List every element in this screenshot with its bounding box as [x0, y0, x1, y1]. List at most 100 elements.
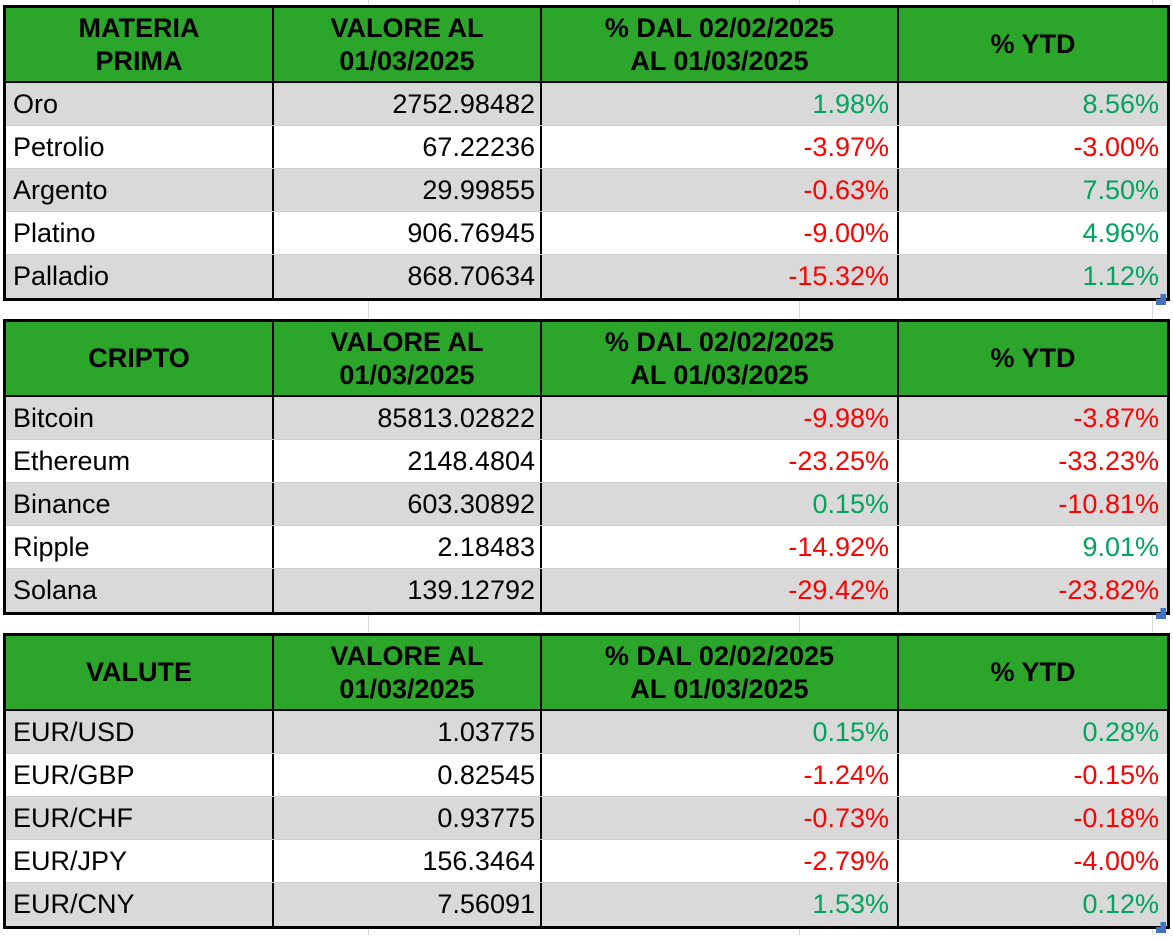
cell-pct-period[interactable]: -2.79%: [542, 840, 899, 882]
cell-pct-period[interactable]: 1.53%: [542, 883, 899, 926]
cell-pct-period[interactable]: -29.42%: [542, 569, 899, 612]
cell-pct-ytd[interactable]: 4.96%: [1082, 217, 1159, 248]
header-cell-value[interactable]: VALORE AL 01/03/2025: [274, 322, 542, 395]
header-cell-ytd[interactable]: % YTD: [990, 29, 1076, 59]
sheet-margin-bottom: [0, 929, 1173, 935]
header-cell-ytd[interactable]: % YTD: [990, 343, 1076, 373]
cell-value[interactable]: 85813.02822: [274, 397, 542, 439]
cell-label[interactable]: Bitcoin: [6, 397, 274, 439]
table-row: EUR/CNY 7.56091 1.53% 0.12%: [6, 883, 1167, 926]
cell-label[interactable]: Solana: [6, 569, 274, 612]
cell-pct-period[interactable]: 0.15%: [542, 483, 899, 525]
cell-pct-period[interactable]: -9.98%: [542, 397, 899, 439]
sheet-gridline: [799, 615, 800, 633]
cell-value[interactable]: 29.99855: [274, 169, 542, 211]
table-resize-handle[interactable]: [1156, 294, 1166, 305]
cell-pct-ytd[interactable]: 7.50%: [1082, 174, 1159, 205]
cell-pct-ytd[interactable]: 0.28%: [1082, 716, 1159, 747]
table-row: EUR/GBP 0.82545 -1.24% -0.15%: [6, 754, 1167, 797]
header-cell-title[interactable]: CRIPTO: [6, 322, 274, 395]
cell-pct-period[interactable]: 0.15%: [542, 711, 899, 753]
table-header-row: MATERIA PRIMA VALORE AL 01/03/2025 % DAL…: [6, 8, 1167, 83]
cell-label[interactable]: Palladio: [6, 255, 274, 298]
cell-label[interactable]: Ripple: [6, 526, 274, 568]
cell-pct-period[interactable]: -23.25%: [542, 440, 899, 482]
header-cell-period[interactable]: % DAL 02/02/2025 AL 01/03/2025: [542, 8, 899, 81]
cell-label[interactable]: Binance: [6, 483, 274, 525]
cell-label[interactable]: EUR/GBP: [6, 754, 274, 796]
table-header-row: VALUTE VALORE AL 01/03/2025 % DAL 02/02/…: [6, 636, 1167, 711]
sheet-gridline: [1152, 301, 1153, 319]
cell-label[interactable]: Oro: [6, 83, 274, 125]
cell-value[interactable]: 0.93775: [274, 797, 542, 839]
header-cell-value[interactable]: VALORE AL 01/03/2025: [274, 8, 542, 81]
cell-label[interactable]: Argento: [6, 169, 274, 211]
cell-pct-period[interactable]: -3.97%: [542, 126, 899, 168]
header-cell-title[interactable]: VALUTE: [6, 636, 274, 709]
cell-value[interactable]: 0.82545: [274, 754, 542, 796]
cell-label[interactable]: EUR/JPY: [6, 840, 274, 882]
cell-pct-ytd[interactable]: -3.87%: [1073, 402, 1159, 433]
cell-value[interactable]: 156.3464: [274, 840, 542, 882]
cell-pct-ytd[interactable]: 1.12%: [1082, 261, 1159, 291]
cell-pct-ytd[interactable]: -10.81%: [1058, 488, 1159, 519]
sheet-gridline: [1152, 929, 1153, 935]
table-row: Platino 906.76945 -9.00% 4.96%: [6, 212, 1167, 255]
cell-value[interactable]: 67.22236: [274, 126, 542, 168]
cell-label[interactable]: EUR/CHF: [6, 797, 274, 839]
cell-value[interactable]: 2752.98482: [274, 83, 542, 125]
table-row: EUR/JPY 156.3464 -2.79% -4.00%: [6, 840, 1167, 883]
sheet-gridline: [368, 301, 369, 319]
cell-value[interactable]: 139.12792: [274, 569, 542, 612]
sheet-gridline: [1152, 0, 1153, 5]
table-header-row: CRIPTO VALORE AL 01/03/2025 % DAL 02/02/…: [6, 322, 1167, 397]
cell-pct-ytd[interactable]: -0.18%: [1073, 802, 1159, 833]
cell-pct-period[interactable]: -15.32%: [542, 255, 899, 298]
sheet-gridline: [799, 301, 800, 319]
table-row: Bitcoin 85813.02822 -9.98% -3.87%: [6, 397, 1167, 440]
cell-pct-ytd[interactable]: -33.23%: [1058, 445, 1159, 476]
cell-pct-ytd[interactable]: -23.82%: [1058, 575, 1159, 605]
cell-value[interactable]: 1.03775: [274, 711, 542, 753]
cell-pct-ytd[interactable]: -3.00%: [1073, 131, 1159, 162]
sheet-gridline: [799, 929, 800, 935]
table-resize-handle[interactable]: [1156, 608, 1166, 619]
cell-value[interactable]: 868.70634: [274, 255, 542, 298]
header-cell-title[interactable]: MATERIA PRIMA: [6, 8, 274, 81]
cell-label[interactable]: EUR/CNY: [6, 883, 274, 926]
cell-pct-ytd[interactable]: 0.12%: [1082, 889, 1159, 919]
header-cell-value[interactable]: VALORE AL 01/03/2025: [274, 636, 542, 709]
cell-pct-ytd[interactable]: 8.56%: [1082, 88, 1159, 119]
cell-value[interactable]: 906.76945: [274, 212, 542, 254]
table-resize-handle[interactable]: [1156, 922, 1166, 933]
cell-label[interactable]: Petrolio: [6, 126, 274, 168]
cell-pct-ytd[interactable]: -0.15%: [1073, 759, 1159, 790]
cell-pct-ytd[interactable]: -4.00%: [1073, 845, 1159, 876]
cell-pct-period[interactable]: -14.92%: [542, 526, 899, 568]
cell-pct-ytd[interactable]: 9.01%: [1082, 531, 1159, 562]
table-row: Solana 139.12792 -29.42% -23.82%: [6, 569, 1167, 612]
table-row: EUR/CHF 0.93775 -0.73% -0.18%: [6, 797, 1167, 840]
cell-label[interactable]: Ethereum: [6, 440, 274, 482]
cell-value[interactable]: 7.56091: [274, 883, 542, 926]
cell-label[interactable]: EUR/USD: [6, 711, 274, 753]
table-cripto: CRIPTO VALORE AL 01/03/2025 % DAL 02/02/…: [3, 319, 1170, 619]
sheet-gridline: [799, 0, 800, 5]
cell-pct-period[interactable]: -0.73%: [542, 797, 899, 839]
cell-pct-period[interactable]: -0.63%: [542, 169, 899, 211]
cell-pct-period[interactable]: 1.98%: [542, 83, 899, 125]
cell-label[interactable]: Platino: [6, 212, 274, 254]
table-row: Binance 603.30892 0.15% -10.81%: [6, 483, 1167, 526]
table-row: Argento 29.99855 -0.63% 7.50%: [6, 169, 1167, 212]
cell-value[interactable]: 603.30892: [274, 483, 542, 525]
cell-value[interactable]: 2.18483: [274, 526, 542, 568]
header-cell-ytd[interactable]: % YTD: [990, 657, 1076, 687]
cell-value[interactable]: 2148.4804: [274, 440, 542, 482]
cell-pct-period[interactable]: -9.00%: [542, 212, 899, 254]
header-cell-period[interactable]: % DAL 02/02/2025 AL 01/03/2025: [542, 636, 899, 709]
cell-pct-period[interactable]: -1.24%: [542, 754, 899, 796]
sheet-gap: [0, 615, 1173, 633]
header-cell-period[interactable]: % DAL 02/02/2025 AL 01/03/2025: [542, 322, 899, 395]
sheet-gridline: [1152, 615, 1153, 633]
